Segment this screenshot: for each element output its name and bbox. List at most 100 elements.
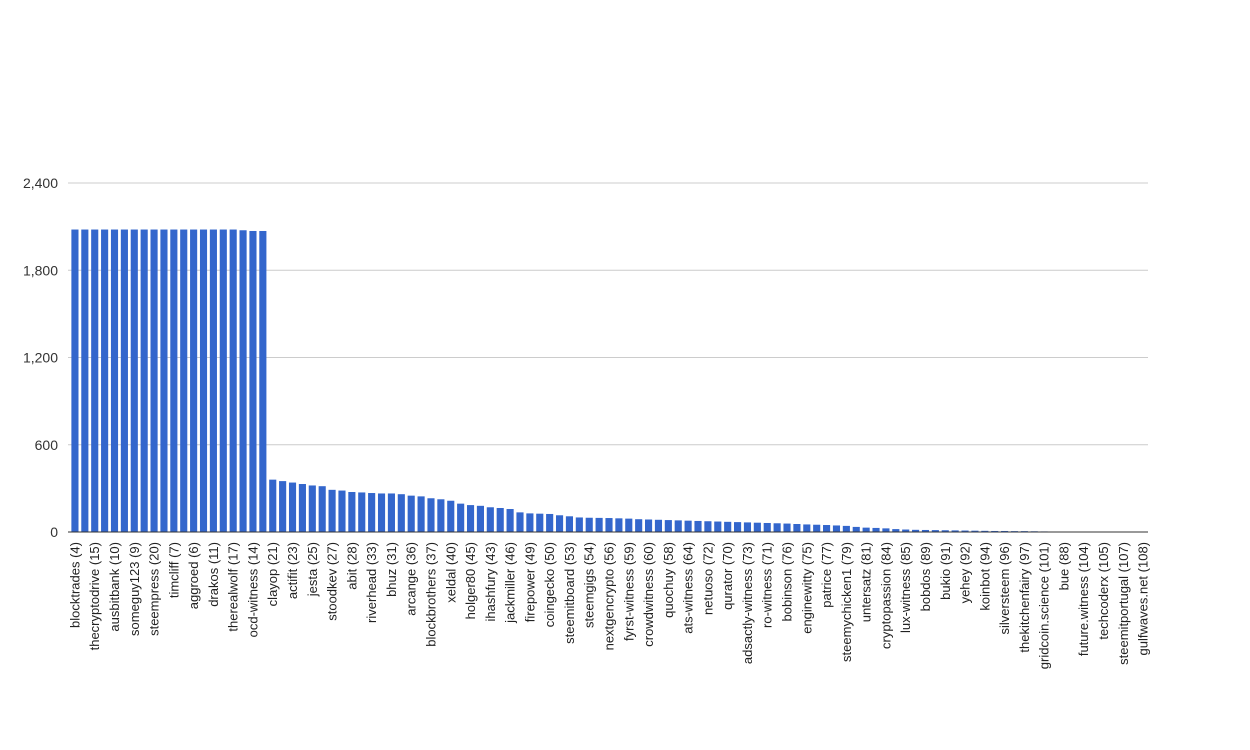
bar bbox=[565, 516, 574, 532]
bar bbox=[991, 530, 999, 532]
x-tick-label: coingecko (50) bbox=[542, 542, 557, 627]
bar bbox=[842, 525, 850, 532]
x-tick-label: drakos (11) bbox=[206, 542, 221, 607]
y-tick-label: 600 bbox=[35, 437, 59, 453]
bar bbox=[714, 521, 722, 532]
x-tick-label: gridcoin.science (101) bbox=[1037, 542, 1052, 669]
y-tick-label: 1,800 bbox=[23, 262, 58, 278]
bar bbox=[872, 527, 880, 532]
x-tick-label: bobdos (89) bbox=[918, 542, 933, 611]
bar bbox=[308, 485, 316, 532]
bar bbox=[219, 229, 227, 533]
x-tick-label: clayop (21) bbox=[265, 542, 280, 606]
bar bbox=[199, 229, 208, 533]
x-tick-label: patrice (77) bbox=[819, 542, 834, 608]
bar bbox=[892, 529, 900, 532]
x-tick-label: jesta (25) bbox=[305, 542, 320, 597]
bar bbox=[279, 481, 287, 532]
bar bbox=[318, 486, 326, 532]
bar bbox=[91, 229, 99, 533]
x-tick-label: gulfwaves.net (108) bbox=[1136, 542, 1151, 655]
x-tick-label: firepower (49) bbox=[522, 542, 537, 622]
bar bbox=[180, 229, 188, 533]
bar bbox=[259, 230, 267, 533]
bar bbox=[912, 529, 920, 532]
bar bbox=[625, 518, 633, 532]
bar bbox=[902, 529, 910, 532]
bar bbox=[170, 229, 178, 533]
x-tick-label: steemitboard (53) bbox=[562, 542, 577, 644]
x-tick-label: fyrst-witness (59) bbox=[621, 542, 636, 641]
bar bbox=[358, 492, 366, 532]
x-tick-label: steemgigs (54) bbox=[582, 542, 597, 628]
bar bbox=[476, 505, 484, 532]
x-tick-label: therealwolf (17) bbox=[226, 542, 241, 632]
x-tick-label: actifit (23) bbox=[285, 542, 300, 599]
bar bbox=[496, 508, 504, 532]
x-tick-label: timcliff (7) bbox=[166, 542, 181, 598]
bars bbox=[71, 229, 1117, 533]
y-axis-ticks: 0 600 1,200 1,800 2,400 bbox=[23, 175, 58, 540]
bar bbox=[803, 524, 811, 532]
x-tick-label: crowdwitness (60) bbox=[641, 542, 656, 647]
bar bbox=[921, 529, 930, 532]
bar bbox=[951, 530, 959, 532]
x-tick-label: bobinson (76) bbox=[780, 542, 795, 622]
bar bbox=[674, 520, 682, 532]
x-tick-label: stoodkev (27) bbox=[325, 542, 340, 621]
bar bbox=[981, 530, 989, 532]
x-tick-label: untersatz (81) bbox=[859, 542, 874, 622]
y-tick-label: 2,400 bbox=[23, 175, 58, 191]
x-tick-label: future.witness (104) bbox=[1076, 542, 1091, 656]
bar bbox=[605, 518, 613, 532]
bar bbox=[407, 495, 415, 532]
x-tick-label: enginewitty (75) bbox=[799, 542, 814, 634]
bar bbox=[931, 530, 939, 532]
bar bbox=[466, 505, 475, 532]
bar bbox=[546, 513, 554, 532]
bar bbox=[783, 523, 791, 532]
bar bbox=[447, 500, 455, 532]
bar bbox=[457, 503, 465, 532]
bar bbox=[110, 229, 119, 533]
x-tick-label: riverhead (33) bbox=[364, 542, 379, 623]
x-tick-label: lux-witness (85) bbox=[898, 542, 913, 633]
x-tick-label: aggroed (6) bbox=[186, 542, 201, 609]
bar bbox=[694, 520, 702, 532]
x-tick-label: qurator (70) bbox=[720, 542, 735, 610]
bar bbox=[832, 525, 841, 532]
x-tick-label: thecryptodrive (15) bbox=[87, 542, 102, 650]
x-tick-label: steemitportugal (107) bbox=[1116, 542, 1131, 665]
bar bbox=[101, 229, 109, 533]
x-tick-label: bhuz (31) bbox=[384, 542, 399, 597]
bar bbox=[387, 493, 395, 532]
bar bbox=[763, 522, 771, 532]
x-tick-label: arcange (36) bbox=[404, 542, 419, 616]
x-axis-ticks: blocktrades (4) thecryptodrive (15) ausbit… bbox=[67, 542, 1150, 669]
bar bbox=[753, 522, 761, 532]
bar bbox=[575, 517, 583, 532]
bar bbox=[190, 229, 198, 533]
x-tick-label: bukio (91) bbox=[938, 542, 953, 600]
bar bbox=[536, 513, 544, 532]
bar bbox=[269, 479, 277, 532]
bar bbox=[81, 229, 89, 533]
bar bbox=[160, 229, 168, 533]
bar bbox=[368, 493, 376, 532]
bar bbox=[585, 517, 593, 532]
bar bbox=[229, 229, 237, 533]
bar bbox=[734, 522, 742, 532]
bar bbox=[209, 229, 217, 533]
bar bbox=[150, 229, 158, 533]
bar bbox=[288, 482, 297, 532]
x-tick-label: cryptopassion (84) bbox=[878, 542, 893, 649]
bar bbox=[239, 230, 247, 532]
x-tick-label: ihashfury (43) bbox=[483, 542, 498, 621]
bar bbox=[486, 507, 494, 532]
x-tick-label: adsactly-witness (73) bbox=[740, 542, 755, 664]
x-tick-label: steempress (20) bbox=[147, 542, 162, 636]
bar bbox=[773, 523, 781, 532]
bar bbox=[140, 229, 148, 533]
